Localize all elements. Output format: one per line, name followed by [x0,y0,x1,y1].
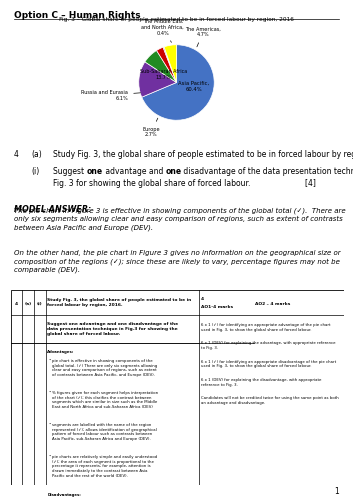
Text: Fig. 3 for showing the global share of forced labour.                       [4]: Fig. 3 for showing the global share of f… [53,179,316,188]
Text: Option C – Human Rights: Option C – Human Rights [14,11,141,20]
Text: •: • [48,391,50,395]
Text: The Middle East
and North Africa,
0.4%: The Middle East and North Africa, 0.4% [141,19,184,42]
Text: AO1-4 marks: AO1-4 marks [201,304,233,308]
Wedge shape [163,47,176,82]
Text: advantage and: advantage and [103,167,165,176]
Text: Advantages:: Advantages: [47,350,74,354]
Text: Suggest one advantage and one disadvantage of the
data presentation technique in: Suggest one advantage and one disadvanta… [47,322,178,336]
Wedge shape [157,48,176,82]
Text: Candidates will not be credited twice for using the same point as both
an advant: Candidates will not be credited twice fo… [201,396,339,405]
Text: 6 x 1 (DEV) for explaining the advantage, with appropriate reference
to Fig. 3.: 6 x 1 (DEV) for explaining the advantage… [201,342,335,350]
Wedge shape [142,45,214,120]
Text: Russia and Eurasia
6.1%: Russia and Eurasia 6.1% [81,90,140,101]
Text: segments are labelled with the name of the region
represented (✓); allows identi: segments are labelled with the name of t… [52,423,157,441]
Text: (i): (i) [37,302,43,306]
Text: 1: 1 [334,487,339,496]
Text: The Americas,
4.7%: The Americas, 4.7% [185,26,221,47]
Text: one: one [165,167,181,176]
Wedge shape [145,50,176,82]
Text: The pie chart in Figure 3 is effective in showing components of the global total: The pie chart in Figure 3 is effective i… [14,208,346,231]
Text: 4: 4 [201,297,204,301]
Text: pie chart is effective in showing components of the
global total. (✓) There are : pie chart is effective in showing compon… [52,359,157,377]
Text: 6 x 1 (DEV) for explaining the disadvantage, with appropriate
reference to Fig. : 6 x 1 (DEV) for explaining the disadvant… [201,378,321,386]
Text: Suggest: Suggest [53,167,86,176]
Text: disadvantage of the data presentation technique in: disadvantage of the data presentation te… [181,167,353,176]
Text: AO2 – 4 marks: AO2 – 4 marks [255,302,290,306]
Text: pie charts are relatively simple and easily understood
(✓); the area of each seg: pie charts are relatively simple and eas… [52,455,157,477]
Text: one: one [86,167,103,176]
Text: Study Fig. 3, the global share of people estimated to be in
forced labour by reg: Study Fig. 3, the global share of people… [47,298,192,307]
Text: Asia Pacific,
60.4%: Asia Pacific, 60.4% [178,81,210,92]
Text: •: • [48,359,50,363]
Text: 4: 4 [14,150,19,159]
Text: On the other hand, the pie chart in Figure 3 gives no information on the geograp: On the other hand, the pie chart in Figu… [14,250,341,274]
Text: (a): (a) [25,302,32,306]
Wedge shape [139,62,176,97]
Text: 6 x 1 (✓) for identifying an appropriate advantage of the pie chart
used in Fig.: 6 x 1 (✓) for identifying an appropriate… [201,323,330,332]
Text: •: • [48,455,50,459]
Wedge shape [164,45,176,82]
Text: •: • [48,423,50,427]
Text: 6 x 1 (✓) for identifying an appropriate disadvantage of the pie chart
used in F: 6 x 1 (✓) for identifying an appropriate… [201,360,336,368]
Text: Europe
2.7%: Europe 2.7% [142,118,160,138]
Text: Study Fig. 3, the global share of people estimated to be in forced labour by reg: Study Fig. 3, the global share of people… [53,150,353,159]
Text: MODEL ANSWER:: MODEL ANSWER: [14,205,91,214]
Text: Disadvantages:: Disadvantages: [47,492,81,496]
Text: 4: 4 [15,302,18,306]
Text: (a): (a) [32,150,42,159]
Text: (i): (i) [32,167,40,176]
Text: % figures given for each segment helps interpretation
of the chart (✓); this cla: % figures given for each segment helps i… [52,391,158,409]
Title: Fig. 3 – Global share of people estimated to be in forced labour by region, 2016: Fig. 3 – Global share of people estimate… [59,17,294,22]
Text: Sub-Saharan Africa
13.7%: Sub-Saharan Africa 13.7% [140,69,187,80]
